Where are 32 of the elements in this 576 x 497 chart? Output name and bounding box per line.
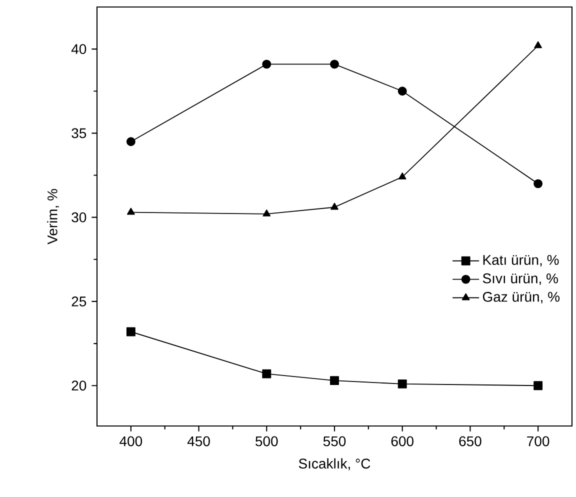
point	[330, 202, 338, 210]
y-axis-title: Verim, %	[47, 189, 60, 244]
point	[127, 208, 135, 215]
legend-label: Sıvı ürün, %	[482, 273, 558, 285]
x-tick-label: 650	[459, 436, 482, 446]
legend-label: Gaz ürün, %	[482, 292, 560, 304]
x-axis-title: Sıcaklık, °C	[298, 458, 370, 470]
x-tick-label: 600	[391, 436, 414, 446]
x-tick-label: 450	[187, 436, 210, 446]
y-tick-label: 40	[71, 44, 86, 54]
y-tick-label: 20	[72, 380, 86, 391]
point	[534, 41, 542, 48]
point	[126, 137, 136, 146]
y-tick-label: 30	[72, 212, 86, 222]
point	[330, 376, 339, 386]
legend-label: Katı ürün, %	[483, 255, 559, 267]
y-tick-label: 35	[72, 128, 86, 138]
y-tick-label: 25	[72, 296, 86, 306]
point	[398, 86, 407, 96]
point	[262, 210, 271, 216]
x-tick-label: 700	[527, 436, 550, 446]
x-tick-label: 500	[256, 436, 278, 446]
x-tick-label: 400	[120, 436, 142, 446]
point	[330, 60, 339, 69]
point	[126, 327, 136, 336]
point	[262, 60, 272, 69]
point	[534, 381, 543, 390]
point	[534, 179, 543, 188]
x-tick-label: 550	[323, 436, 346, 446]
point	[398, 172, 406, 180]
point	[398, 379, 407, 388]
point	[262, 369, 272, 378]
